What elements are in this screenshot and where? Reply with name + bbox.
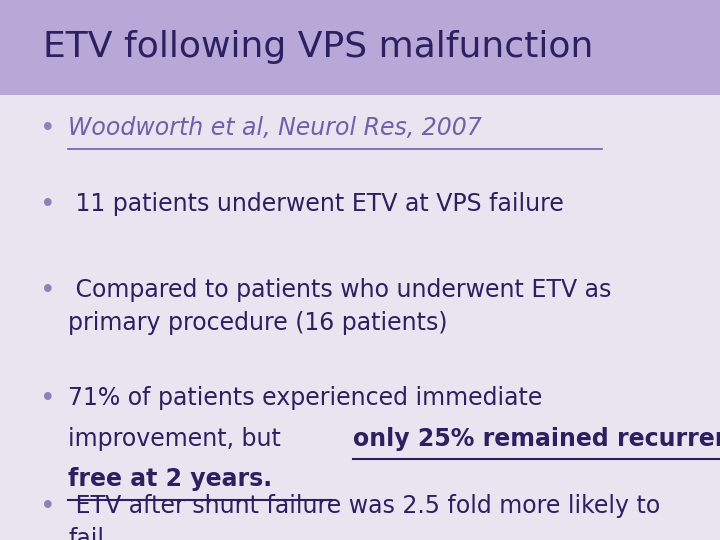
- Text: ETV following VPS malfunction: ETV following VPS malfunction: [43, 30, 593, 64]
- Text: free at 2 years.: free at 2 years.: [68, 467, 273, 491]
- Text: improvement, but: improvement, but: [68, 427, 289, 450]
- Text: Compared to patients who underwent ETV as
primary procedure (16 patients): Compared to patients who underwent ETV a…: [68, 278, 612, 335]
- Text: 71% of patients experienced immediate: 71% of patients experienced immediate: [68, 386, 543, 410]
- Text: •: •: [40, 386, 55, 412]
- Text: only 25% remained recurrence: only 25% remained recurrence: [353, 427, 720, 450]
- Text: Woodworth et al, Neurol Res, 2007: Woodworth et al, Neurol Res, 2007: [68, 116, 482, 140]
- Text: •: •: [40, 116, 55, 142]
- Bar: [0, 0, 720, 94]
- Text: •: •: [40, 494, 55, 520]
- Text: •: •: [40, 278, 55, 304]
- Text: ETV after shunt failure was 2.5 fold more likely to
fail: ETV after shunt failure was 2.5 fold mor…: [68, 494, 661, 540]
- Text: 11 patients underwent ETV at VPS failure: 11 patients underwent ETV at VPS failure: [68, 192, 564, 215]
- Text: •: •: [40, 192, 55, 218]
